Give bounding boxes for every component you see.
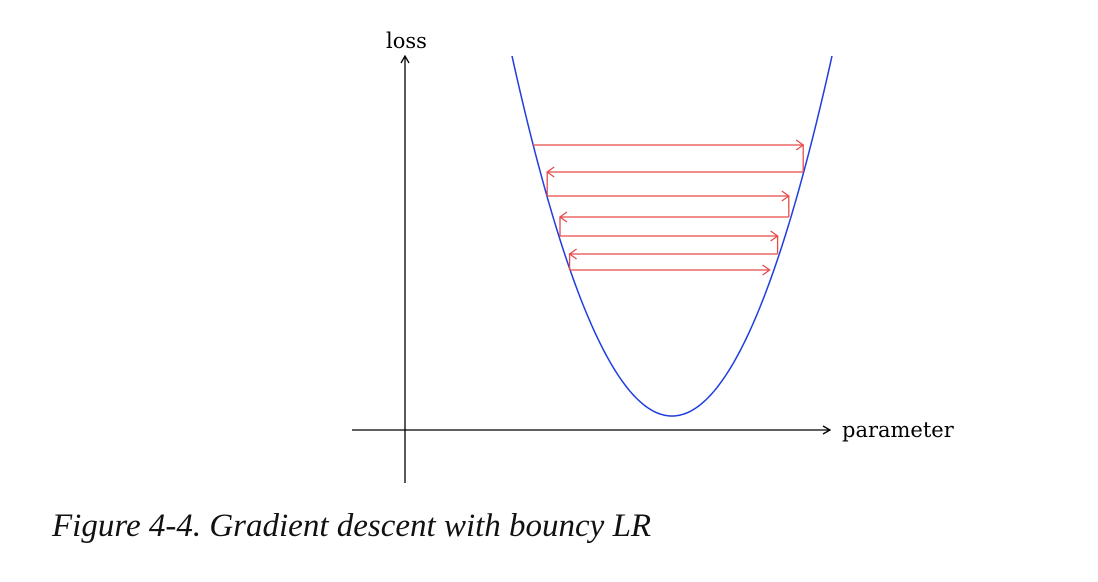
x-axis-label: parameter xyxy=(842,418,955,442)
gradient-step xyxy=(560,217,778,241)
y-axis-label: loss xyxy=(386,29,427,53)
gradient-step xyxy=(547,145,803,177)
gradient-step xyxy=(533,140,803,150)
gradient-descent-diagram: loss parameter xyxy=(0,0,1098,500)
gradient-step xyxy=(560,196,789,222)
gradient-step xyxy=(570,254,770,275)
gradient-step xyxy=(570,236,778,259)
figure-caption: Figure 4-4. Gradient descent with bouncy… xyxy=(52,508,651,545)
gradient-steps xyxy=(533,140,803,275)
gradient-step xyxy=(547,172,789,201)
